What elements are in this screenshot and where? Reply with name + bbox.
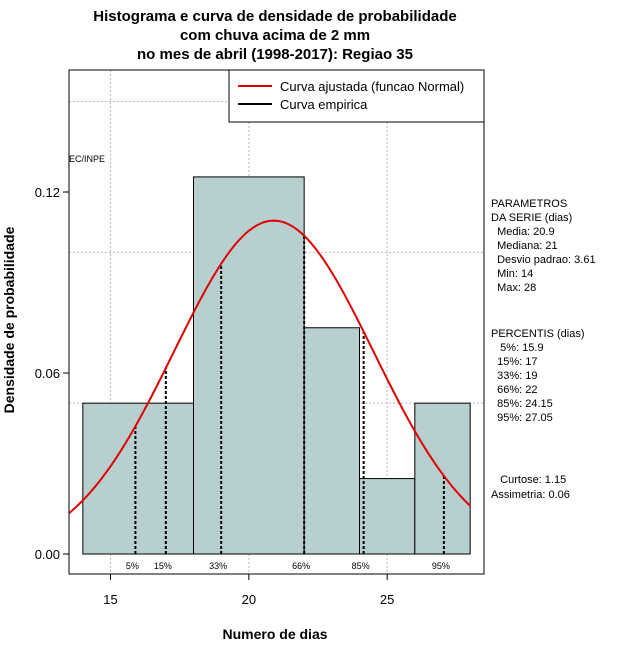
legend-box [228,69,485,123]
percentile-line: 15%: 17 [491,356,537,368]
side-panel: PARAMETROS DA SERIE (dias) Media: 20.9 Me… [491,198,596,501]
percentile-line: 33%: 19 [491,370,537,382]
y-tick-label: 0.00 [35,547,60,562]
param-line: Media: 20.9 [491,226,555,238]
percentile-line: 85%: 24.15 [491,398,553,410]
percentile-markers-layer: 5% 15% 33% 66% 85% 95% [126,235,450,571]
legend-label-empirical: Curva empirica [280,97,368,112]
chart-title-line-2: com chuva acima de 2 mm [180,27,370,44]
x-tick-label: 20 [242,592,256,607]
percentile-marker-label: 85% [352,561,370,571]
chart-title-line-3: no mes de abril (1998-2017): Regiao 35 [137,46,413,63]
percentile-marker-label: 95% [432,561,450,571]
chart-title-line-1: Histograma e curva de densidade de proba… [93,8,456,25]
histogram-bar [414,402,471,555]
normal-fit-curve [68,219,471,514]
axes-layer: 15 20 25 0.00 0.06 0.12 [35,185,395,607]
param-line: DA SERIE (dias) [491,212,572,224]
y-tick-label: 0.06 [35,366,60,381]
param-line: Max: 28 [491,282,536,294]
credit-text: EC/INPE [69,154,105,164]
histogram-bar [193,176,305,555]
percentile-marker-label: 66% [292,561,310,571]
bars-layer [82,176,471,555]
percentile-line: 5%: 15.9 [491,342,544,354]
percentile-marker-label: 33% [209,561,227,571]
stats-line: Assimetria: 0.06 [491,489,570,501]
legend-label-normal: Curva ajustada (funcao Normal) [280,79,464,94]
x-axis-title: Numero de dias [222,626,327,642]
percentile-line: PERCENTIS (dias) [491,328,585,340]
histogram-bar [303,327,360,555]
percentile-line: 66%: 22 [491,384,537,396]
percentile-line: 95%: 27.05 [491,412,553,424]
y-axis-title: Densidade de probabilidade [1,226,17,413]
stats-line: Curtose: 1.15 [491,474,566,486]
x-tick-label: 15 [103,592,117,607]
histogram-bar [359,478,416,555]
x-tick-label: 25 [380,592,394,607]
param-line: Min: 14 [491,268,533,280]
param-line: PARAMETROS [491,198,567,210]
percentile-marker-label: 15% [154,561,172,571]
histogram-bar [82,402,194,555]
param-line: Mediana: 21 [491,240,558,252]
param-line: Desvio padrao: 3.61 [491,254,596,266]
legend: Curva ajustada (funcao Normal) Curva emp… [228,69,485,123]
y-tick-label: 0.12 [35,185,60,200]
percentile-marker-label: 5% [126,561,139,571]
